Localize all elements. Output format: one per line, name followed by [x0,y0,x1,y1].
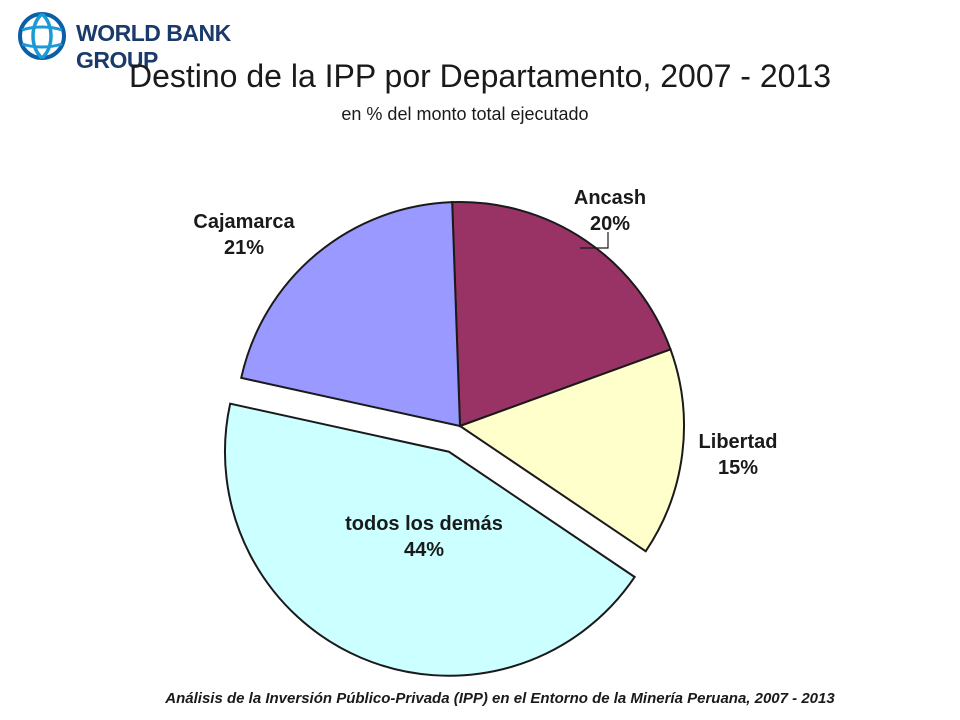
pie-slice-ancash [451,201,672,428]
footer-caption: Análisis de la Inversión Público-Privada… [165,690,835,707]
slice-label-libertad: Libertad 15% [699,431,778,479]
leader-line-ancash [580,232,609,249]
pie-slice-todos-los-demas [223,402,637,677]
chart-title: Destino de la IPP por Departamento, 2007… [128,58,832,94]
logo-text: WORLD BANK GROUP [76,20,231,73]
slice-label-todos-los-demas: todos los demás 44% [345,513,503,561]
slice-label-ancash: Ancash 20% [574,187,646,235]
pie-slice-libertad [457,348,685,553]
pie-slice-cajamarca [240,201,462,428]
slice-label-cajamarca: Cajamarca 21% [193,211,295,259]
world-bank-logo: WORLD BANK GROUP [16,6,266,73]
chart-subtitle: en % del monto total ejecutado [341,104,589,124]
globe-icon [18,12,66,60]
